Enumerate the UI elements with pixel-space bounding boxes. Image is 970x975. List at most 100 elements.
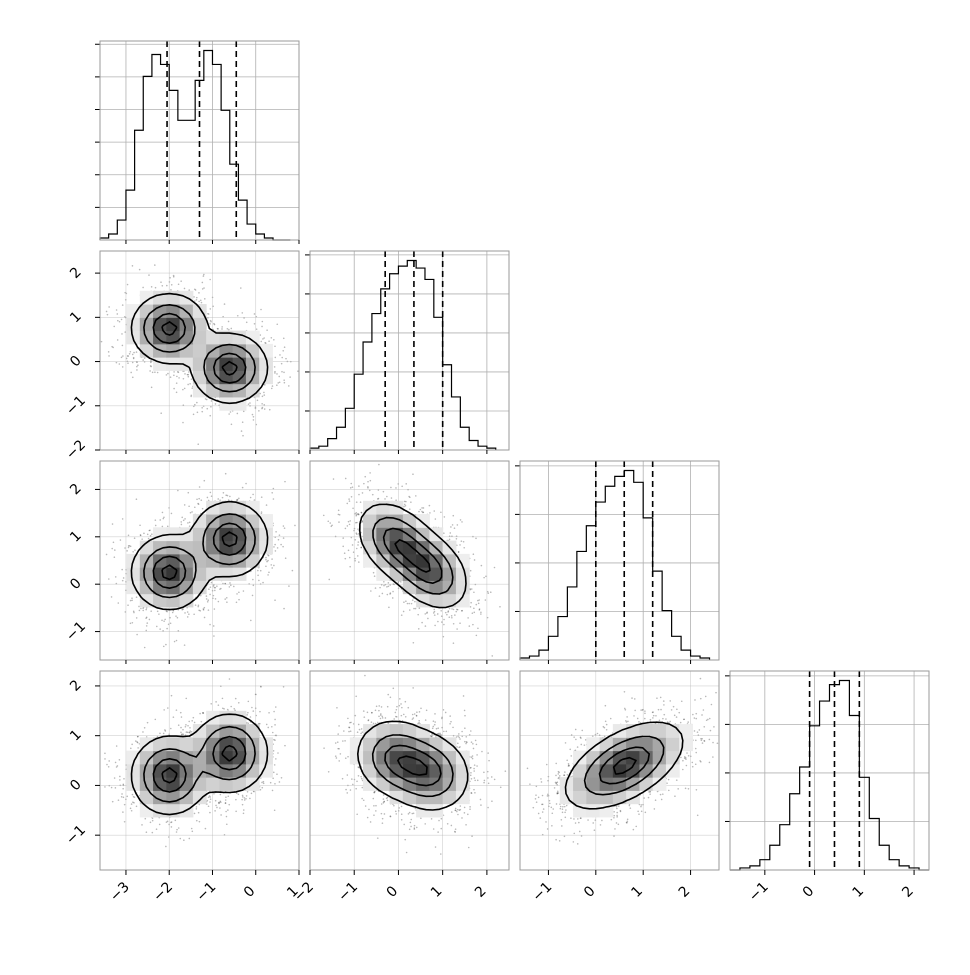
scatter-point — [140, 608, 142, 610]
scatter-point — [257, 400, 259, 402]
histogram-bar — [624, 470, 633, 660]
scatter-point — [214, 587, 216, 589]
scatter-point — [213, 323, 215, 325]
scatter-point — [111, 548, 113, 550]
scatter-point — [276, 373, 278, 375]
scatter-point — [198, 292, 200, 294]
scatter-point — [200, 595, 202, 597]
scatter-point — [274, 544, 276, 546]
scatter-point — [207, 601, 209, 603]
histogram-bar — [425, 279, 434, 450]
scatter-point — [144, 647, 146, 649]
scatter-point — [262, 582, 264, 584]
scatter-point — [196, 402, 198, 404]
scatter-point — [246, 322, 248, 324]
scatter-point — [253, 585, 255, 587]
scatter-point — [190, 394, 192, 396]
scatter-point — [408, 603, 410, 605]
density-cell — [246, 514, 260, 528]
y-tick-label: 1 — [67, 309, 85, 327]
scatter-point — [131, 597, 133, 599]
scatter-point — [167, 373, 169, 375]
scatter-point — [216, 585, 218, 587]
scatter-point — [136, 498, 138, 500]
scatter-point — [463, 547, 465, 549]
scatter-point — [228, 329, 230, 331]
scatter-point — [155, 287, 157, 289]
scatter-point — [279, 381, 281, 383]
scatter-point — [367, 481, 369, 483]
scatter-point — [473, 591, 475, 593]
scatter-point — [238, 591, 240, 593]
scatter-point — [357, 528, 359, 530]
scatter-point — [208, 609, 210, 611]
histogram-bar — [869, 818, 879, 870]
scatter-point — [97, 322, 99, 324]
scatter-point — [274, 357, 276, 359]
scatter-point — [197, 606, 199, 608]
scatter-point — [213, 595, 215, 597]
scatter-point — [139, 610, 141, 612]
scatter-point — [256, 328, 258, 330]
scatter-point — [188, 505, 190, 507]
scatter-point — [230, 328, 232, 330]
scatter-point — [224, 303, 226, 305]
scatter-point — [213, 635, 215, 637]
scatter-point — [154, 264, 156, 266]
scatter-point — [228, 499, 230, 501]
histogram-bar — [328, 439, 337, 450]
scatter-point — [229, 496, 231, 498]
scatter-point — [201, 411, 203, 413]
scatter-point — [415, 495, 417, 497]
scatter-point — [166, 374, 168, 376]
scatter-point — [176, 640, 178, 642]
scatter-point — [137, 364, 139, 366]
scatter-point — [443, 532, 445, 534]
scatter-point — [352, 486, 354, 488]
scatter-point — [386, 496, 388, 498]
scatter-point — [477, 628, 479, 630]
scatter-point — [180, 280, 182, 282]
histogram-bar — [204, 50, 213, 240]
scatter-point — [242, 435, 244, 437]
density-cell — [140, 304, 154, 318]
scatter-point — [196, 297, 198, 299]
scatter-point — [423, 512, 425, 514]
scatter-point — [262, 407, 264, 409]
scatter-point — [248, 403, 250, 405]
scatter-point — [210, 321, 212, 323]
scatter-point — [81, 281, 83, 283]
scatter-point — [188, 371, 190, 373]
scatter-point — [285, 557, 287, 559]
histogram-bar — [662, 611, 671, 660]
scatter-point — [183, 519, 185, 521]
scatter-point — [451, 615, 453, 617]
scatter-point — [195, 289, 197, 291]
scatter-point — [204, 617, 206, 619]
histogram-panel-2 — [515, 461, 719, 660]
scatter-point — [383, 491, 385, 493]
scatter-point — [236, 593, 238, 595]
scatter-point — [241, 312, 243, 314]
scatter-point — [364, 476, 366, 478]
histogram-bar — [879, 845, 889, 870]
scatter-point — [280, 544, 282, 546]
scatter-point — [388, 582, 390, 584]
scatter-point — [226, 597, 228, 599]
scatter-point — [167, 526, 169, 528]
scatter-point — [478, 599, 480, 601]
scatter-point — [281, 363, 283, 365]
scatter-point — [130, 545, 132, 547]
scatter-point — [120, 539, 122, 541]
scatter-point — [273, 339, 275, 341]
histogram-bar — [169, 90, 178, 240]
scatter-point — [127, 362, 129, 364]
scatter-point — [139, 524, 141, 526]
scatter-point — [183, 378, 185, 380]
scatter-point — [473, 607, 475, 609]
scatter-point — [148, 538, 150, 540]
scatter-point — [274, 371, 276, 373]
scatter-point — [271, 492, 273, 494]
scatter-point — [467, 617, 469, 619]
scatter-point — [184, 388, 186, 390]
